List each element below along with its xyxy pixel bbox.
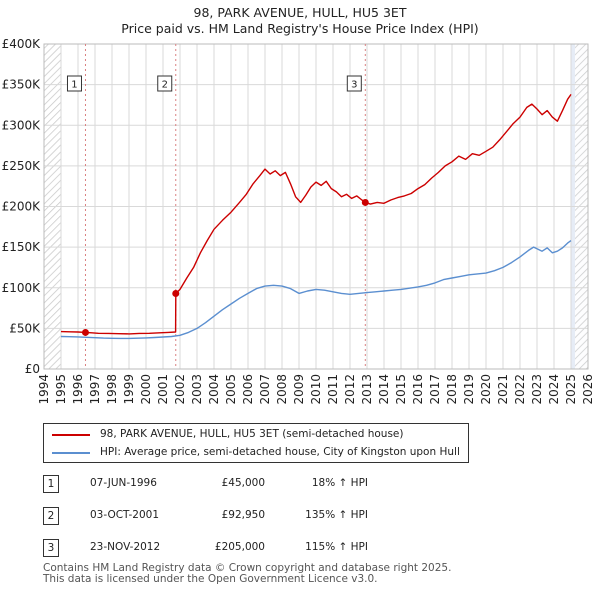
y-tick-label: £400K — [2, 37, 42, 51]
x-tick-label: 2000 — [139, 374, 153, 405]
transaction-hpi-change: 18% ↑ HPI — [311, 477, 368, 489]
x-tick-label: 2010 — [309, 374, 323, 405]
x-tick-label: 1994 — [37, 374, 51, 405]
property-series-line — [60, 94, 572, 335]
y-tick-label: £150K — [2, 240, 42, 254]
transaction-label: 3 — [351, 80, 357, 91]
y-tick-label: £0 — [25, 362, 40, 376]
legend-label-hpi: HPI: Average price, semi-detached house,… — [100, 446, 460, 458]
transaction-label-box — [346, 75, 362, 92]
transaction-hpi-change: 135% ↑ HPI — [305, 509, 368, 521]
transaction-price: £45,000 — [221, 477, 265, 489]
transaction-point — [172, 289, 180, 297]
x-tick-label: 2026 — [581, 374, 595, 405]
x-tick-label: 2005 — [224, 374, 238, 405]
x-tick-label: 1999 — [122, 374, 136, 405]
chart-title: 98, PARK AVENUE, HULL, HU5 3ET — [193, 5, 407, 20]
x-tick-label: 2017 — [428, 374, 442, 405]
table-row: 1 07-JUN-1996 £45,000 18% ↑ HPI — [0, 475, 600, 497]
footer-licence: This data is licensed under the Open Gov… — [43, 573, 378, 585]
legend-label-property: 98, PARK AVENUE, HULL, HU5 3ET (semi-det… — [100, 428, 404, 440]
y-tick-label: £250K — [2, 159, 42, 173]
legend-swatch-property — [52, 434, 90, 436]
transaction-price: £92,950 — [221, 509, 265, 521]
transaction-label: 1 — [71, 80, 77, 91]
y-tick-label: £200K — [2, 200, 42, 214]
x-tick-label: 2025 — [564, 374, 578, 405]
x-tick-label: 2021 — [496, 374, 510, 405]
transaction-label: 2 — [162, 80, 168, 91]
x-tick-label: 2022 — [513, 374, 527, 405]
x-tick-label: 2007 — [258, 374, 272, 405]
transaction-date: 07-JUN-1996 — [90, 477, 157, 489]
y-tick-label: £100K — [2, 281, 42, 295]
x-tick-label: 2008 — [275, 374, 289, 405]
y-tick-label: £350K — [2, 78, 42, 92]
legend: 98, PARK AVENUE, HULL, HU5 3ET (semi-det… — [43, 423, 469, 463]
y-tick-label: £50K — [9, 321, 41, 335]
y-tick-label: £300K — [2, 118, 42, 132]
x-tick-label: 2019 — [462, 374, 476, 405]
hpi-series-line — [60, 240, 572, 340]
x-tick-label: 2004 — [207, 374, 221, 405]
transaction-hpi-change: 115% ↑ HPI — [305, 541, 368, 553]
x-tick-label: 2009 — [292, 374, 306, 405]
x-tick-label: 2023 — [530, 374, 544, 405]
transaction-price: £205,000 — [214, 541, 265, 553]
table-row: 3 23-NOV-2012 £205,000 115% ↑ HPI — [0, 539, 600, 561]
transaction-number-badge: 1 — [43, 475, 59, 493]
transaction-number-badge: 2 — [43, 507, 59, 525]
x-tick-label: 2011 — [326, 374, 340, 405]
legend-swatch-hpi — [52, 452, 90, 454]
x-tick-label: 2006 — [241, 374, 255, 405]
x-tick-label: 2012 — [343, 374, 357, 405]
x-tick-label: 2016 — [411, 374, 425, 405]
table-row: 2 03-OCT-2001 £92,950 135% ↑ HPI — [0, 507, 600, 529]
transaction-date: 03-OCT-2001 — [90, 509, 159, 521]
x-tick-label: 2018 — [445, 374, 459, 405]
price-chart: £0 £50K £100K £150K £200K £250K £300K £350K £400… — [2, 37, 595, 405]
x-tick-label: 1998 — [105, 374, 119, 405]
transaction-label-box — [66, 75, 82, 92]
transaction-number-badge: 3 — [43, 539, 59, 557]
plot-frame — [43, 43, 589, 370]
transaction-date: 23-NOV-2012 — [90, 541, 161, 553]
chart-subtitle: Price paid vs. HM Land Registry's House … — [121, 21, 479, 36]
x-tick-label: 2024 — [547, 374, 561, 405]
x-tick-label: 2015 — [394, 374, 408, 405]
x-tick-label: 2002 — [173, 374, 187, 405]
x-tick-label: 2014 — [377, 374, 391, 405]
transaction-point — [81, 328, 89, 336]
footer-copyright: Contains HM Land Registry data © Crown c… — [43, 562, 452, 574]
x-tick-label: 1996 — [71, 374, 85, 405]
x-tick-label: 1995 — [54, 374, 68, 405]
x-tick-label: 2020 — [479, 374, 493, 405]
transaction-point — [361, 198, 369, 206]
x-tick-label: 2001 — [156, 374, 170, 405]
x-tick-label: 2003 — [190, 374, 204, 405]
transaction-label-box — [157, 75, 173, 92]
x-tick-label: 2013 — [360, 374, 374, 405]
x-tick-label: 1997 — [88, 374, 102, 405]
